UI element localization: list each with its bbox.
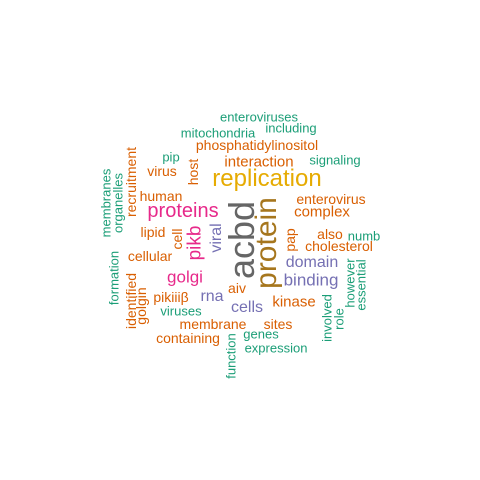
cloud-word: also [317,226,343,242]
cloud-word: virus [147,163,177,179]
cloud-word: pikb [184,225,206,261]
cloud-word: replication [212,165,322,192]
cloud-word: golgi [167,267,203,287]
cloud-word: involved [319,294,335,342]
cloud-word: protein [250,197,283,289]
cloud-word: pip [162,149,180,165]
cloud-word: enteroviruses [219,109,299,125]
cloud-word: pikiiiβ [153,289,189,305]
cloud-word: essential [353,259,369,311]
cloud-word: containing [156,330,220,346]
cloud-word: kinase [272,293,316,311]
cloud-word: membrane [179,316,247,332]
cloud-word: viral [208,223,225,253]
cloud-word: mitochondria [180,125,256,141]
cloud-word: formation [106,250,122,306]
cloud-word: domain [285,254,339,271]
cloud-word: genes [243,326,279,342]
cloud-word: human [139,188,183,204]
cloud-word: lipid [140,224,166,240]
cloud-word: organelles [110,173,126,233]
cloud-word: viruses [160,303,202,319]
cloud-word: expression [244,340,308,356]
cloud-word: phosphatidylinositol [195,137,319,153]
cloud-word: proteins [147,200,219,222]
cloud-word: function [223,333,239,379]
cloud-word: cell [169,228,185,250]
cloud-word: complex [294,203,350,221]
cloud-word: cholesterol [305,238,373,254]
cloud-word: signaling [309,152,361,168]
cloud-word: enterovirus [296,191,366,207]
cloud-word: including [265,120,317,136]
cloud-word: interaction [224,153,294,171]
cloud-word: aiv [228,280,246,296]
cloud-word: recruitment [123,146,139,218]
cloud-word: pap [282,228,298,252]
cloud-word: binding [283,270,339,290]
cloud-word: golgin [133,287,149,325]
cloud-word: numb [347,228,381,244]
cloud-word: rna [200,288,224,305]
cloud-word: cellular [127,248,173,264]
cloud-word: cells [230,299,264,316]
cloud-word: sites [263,316,293,332]
cloud-word: host [185,158,201,186]
